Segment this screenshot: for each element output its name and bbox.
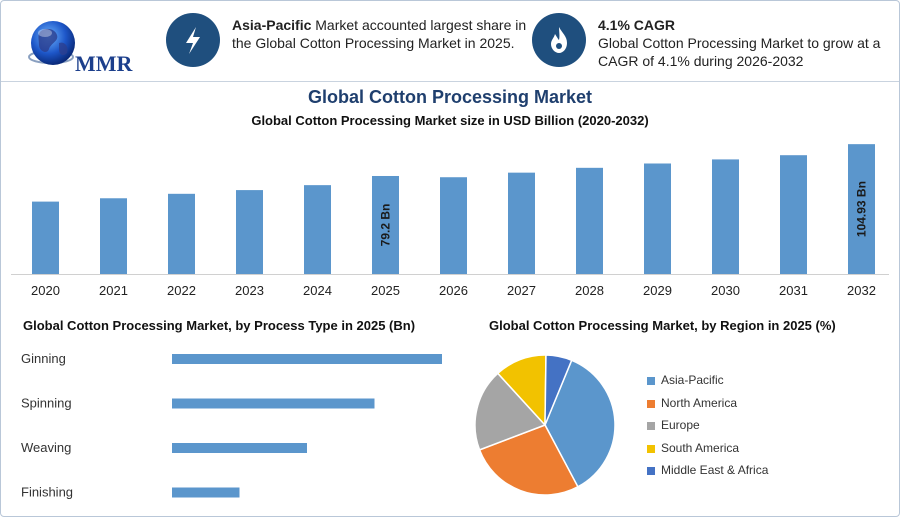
logo-text: MMR — [75, 51, 134, 76]
process-bar-ginning — [172, 354, 442, 364]
bar-2032 — [848, 144, 875, 274]
info-card-region: Asia-Pacific Market accounted largest sh… — [166, 13, 526, 73]
region-chart-title: Global Cotton Processing Market, by Regi… — [489, 318, 836, 333]
legend-swatch — [647, 422, 655, 431]
chart-subtitle: Global Cotton Processing Market size in … — [251, 113, 649, 128]
x-tick-label: 2029 — [643, 283, 672, 298]
x-tick-label: 2025 — [371, 283, 400, 298]
mmr-logo: MMR — [15, 13, 145, 77]
process-type-bar-chart: Ginning Spinning Weaving Finishing — [21, 351, 442, 500]
x-tick-label: 2032 — [847, 283, 876, 298]
lightning-icon — [166, 13, 220, 67]
process-label: Spinning — [21, 396, 72, 411]
bar-2031 — [780, 155, 807, 274]
x-tick-label: 2023 — [235, 283, 264, 298]
info-text-region: Asia-Pacific Market accounted largest sh… — [232, 16, 532, 52]
x-tick-label: 2028 — [575, 283, 604, 298]
bar-2026 — [440, 177, 467, 274]
process-label: Ginning — [21, 351, 66, 366]
info-text-cagr: 4.1% CAGR Global Cotton Processing Market… — [598, 16, 898, 70]
pie-slice-north-america — [478, 424, 579, 496]
data-label: 104.93 Bn — [855, 181, 869, 237]
info-card-cagr: 4.1% CAGR Global Cotton Processing Market… — [532, 13, 892, 73]
info-body-region: Market accounted largest share in the Gl… — [232, 17, 527, 51]
legend-label: Europe — [661, 418, 700, 433]
info-bold-cagr: 4.1% CAGR — [598, 17, 676, 33]
legend-label: South America — [661, 440, 740, 455]
bar-2028 — [576, 167, 603, 274]
x-tick-label: 2027 — [507, 283, 536, 298]
process-bar-finishing — [172, 487, 240, 498]
legend-swatch — [647, 444, 655, 453]
globe-icon: MMR — [28, 21, 134, 76]
process-label: Finishing — [21, 485, 73, 500]
info-body-cagr: Global Cotton Processing Market to grow … — [598, 35, 881, 69]
process-chart-title: Global Cotton Processing Market, by Proc… — [23, 318, 416, 333]
market-size-bar-chart: 2020 2021 2022 2023 2024 2025 79.2 Bn 2026 2027 2… — [11, 144, 889, 298]
process-bar-weaving — [172, 443, 307, 453]
bar-2023 — [236, 190, 263, 274]
bar-2021 — [100, 198, 127, 274]
legend-label: Middle East & Africa — [661, 463, 769, 478]
bar-2030 — [712, 159, 739, 274]
flame-icon — [532, 13, 586, 67]
x-tick-label: 2020 — [31, 283, 60, 298]
x-tick-label: 2031 — [779, 283, 808, 298]
x-tick-label: 2022 — [167, 283, 196, 298]
bar-2024 — [304, 185, 331, 274]
bar-2020 — [32, 201, 59, 274]
legend-swatch — [647, 467, 655, 476]
process-label: Weaving — [21, 440, 71, 455]
bar-2027 — [508, 172, 535, 274]
x-tick-label: 2026 — [439, 283, 468, 298]
process-bar-spinning — [172, 398, 375, 409]
legend-swatch — [647, 377, 655, 385]
x-tick-label: 2021 — [99, 283, 128, 298]
legend-label: North America — [661, 395, 738, 410]
region-pie-chart — [474, 354, 616, 496]
bar-2022 — [168, 193, 195, 274]
chart-title: Global Cotton Processing Market — [307, 87, 593, 107]
x-tick-label: 2024 — [303, 283, 332, 298]
pie-slice-middle-east-africa — [544, 354, 573, 426]
legend-swatch — [647, 399, 655, 408]
info-bold-region: Asia-Pacific — [232, 17, 312, 33]
bar-2025 — [372, 175, 399, 274]
pie-slice-asia-pacific — [544, 359, 616, 488]
bar-2029 — [644, 163, 671, 274]
header-divider — [1, 81, 899, 82]
data-label: 79.2 Bn — [379, 204, 393, 247]
pie-slice-europe — [474, 372, 547, 451]
x-tick-label: 2030 — [711, 283, 740, 298]
legend-label: Asia-Pacific — [661, 373, 724, 387]
